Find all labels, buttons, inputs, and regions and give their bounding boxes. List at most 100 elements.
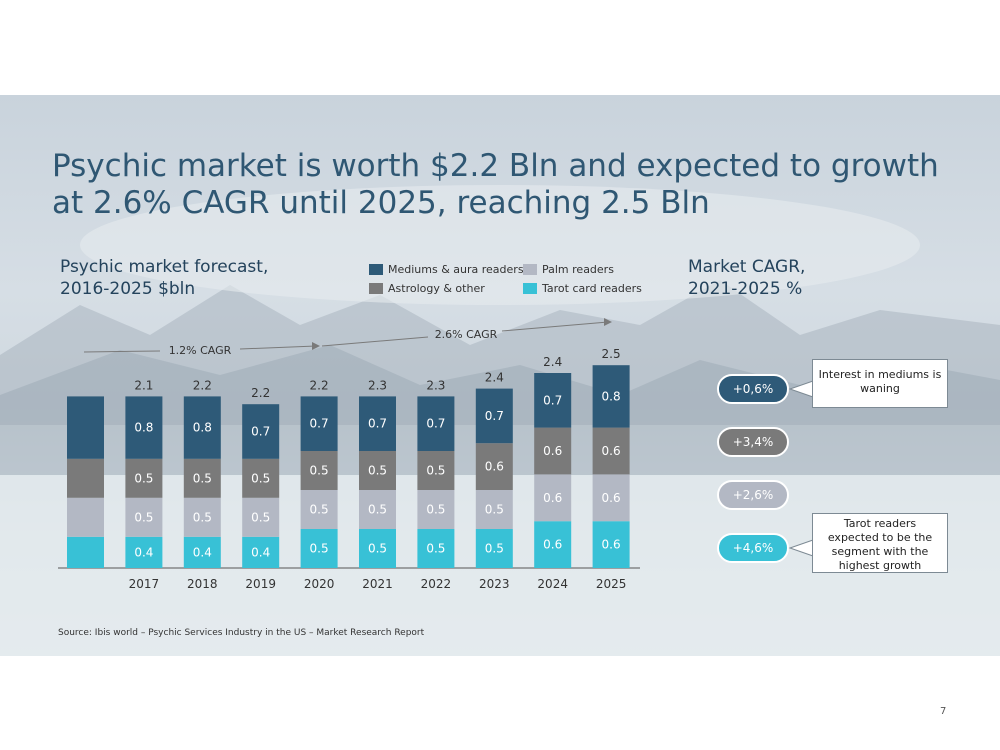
x-tick-label-2023: 2023 — [479, 577, 510, 591]
bar-segment-tarot-2021 — [359, 529, 396, 568]
legend-swatch-palm — [523, 264, 537, 275]
bar-segment-mediums-2019 — [242, 404, 280, 459]
data-label-mediums-2023: 0.7 — [485, 409, 504, 423]
data-label-astrology-2022: 0.5 — [426, 464, 445, 478]
bar-segment-mediums-2024 — [534, 373, 572, 428]
data-label-astrology-2024: 0.6 — [543, 444, 562, 458]
data-label-astrology-2019: 0.5 — [251, 471, 270, 485]
data-label-mediums-2021: 0.7 — [368, 417, 387, 431]
bar-segment-palm-first — [67, 497, 104, 537]
data-label-tarot-2025: 0.6 — [602, 538, 621, 552]
x-tick-label-2022: 2022 — [421, 577, 452, 591]
bar-segment-mediums-2025 — [592, 365, 630, 428]
total-label-2025: 2.5 — [602, 347, 621, 361]
data-label-mediums-2017: 0.8 — [134, 421, 153, 435]
bar-segment-mediums-2018 — [183, 396, 221, 459]
data-label-mediums-2020: 0.7 — [310, 417, 329, 431]
legend-item-palm: Palm readers — [523, 263, 614, 276]
bar-segment-astrology-2022 — [417, 451, 455, 490]
chart-subtitle-line1: Psychic market forecast, — [60, 257, 269, 277]
cagr-pill-mediums: +0,6% — [717, 374, 789, 404]
bar-segment-palm-2024 — [534, 474, 572, 522]
legend-item-astrology: Astrology & other — [369, 282, 485, 295]
cagr-arrow-2-label: 2.6% CAGR — [435, 328, 498, 341]
data-label-tarot-2021: 0.5 — [368, 542, 387, 556]
total-label-2019: 2.2 — [251, 386, 270, 400]
legend-swatch-tarot — [523, 283, 537, 294]
bar-segment-tarot-2024 — [534, 521, 572, 568]
cagr-pill-palm: +2,6% — [717, 480, 789, 510]
bar-segment-palm-2025 — [592, 474, 630, 522]
cagr-arrow-1-line-right — [239, 345, 317, 350]
data-label-tarot-2019: 0.4 — [251, 545, 270, 559]
data-label-tarot-2020: 0.5 — [310, 542, 329, 556]
total-label-2023: 2.4 — [485, 371, 504, 385]
data-label-mediums-2025: 0.8 — [602, 389, 621, 403]
bar-segment-astrology-first — [67, 458, 104, 498]
x-tick-label-2025: 2025 — [596, 577, 627, 591]
data-label-mediums-2022: 0.7 — [426, 417, 445, 431]
data-label-astrology-2020: 0.5 — [310, 464, 329, 478]
data-label-astrology-2023: 0.6 — [485, 460, 504, 474]
data-label-tarot-2024: 0.6 — [543, 538, 562, 552]
data-label-astrology-2021: 0.5 — [368, 464, 387, 478]
bar-segment-tarot-2020 — [300, 529, 338, 568]
bar-segment-mediums-first — [67, 396, 104, 459]
data-label-tarot-2017: 0.4 — [134, 545, 153, 559]
x-tick-label-2017: 2017 — [129, 577, 160, 591]
cagr-arrow-2: 2.6% CAGR — [321, 318, 612, 347]
chart-subtitle: Psychic market forecast, 2016-2025 $bln — [60, 256, 268, 300]
arrow-head-icon — [604, 318, 612, 326]
cagr-subtitle-line2: 2021-2025 % — [688, 279, 803, 299]
data-label-astrology-2017: 0.5 — [134, 471, 153, 485]
x-tick-label-2019: 2019 — [245, 577, 276, 591]
bar-segment-astrology-2020 — [300, 451, 338, 490]
bar-segment-tarot-2023 — [475, 529, 513, 568]
legend-item-tarot: Tarot card readers — [523, 282, 642, 295]
bar-segment-palm-2020 — [300, 490, 338, 529]
data-label-mediums-2024: 0.7 — [543, 393, 562, 407]
bar-segment-tarot-2019 — [242, 536, 280, 568]
cagr-subtitle-line1: Market CAGR, — [688, 257, 806, 277]
data-label-astrology-2018: 0.5 — [193, 471, 212, 485]
bar-segment-astrology-2017 — [125, 458, 163, 498]
bar-segment-mediums-2020 — [300, 396, 338, 451]
data-label-palm-2024: 0.6 — [543, 491, 562, 505]
data-label-astrology-2025: 0.6 — [602, 444, 621, 458]
bar-segment-tarot-2017 — [125, 536, 163, 568]
bar-segment-astrology-2024 — [534, 427, 572, 475]
bar-segment-palm-2018 — [183, 497, 221, 537]
legend-label-tarot: Tarot card readers — [542, 282, 642, 295]
cagr-arrow-2-line-left — [321, 336, 429, 347]
total-label-2020: 2.2 — [310, 378, 329, 392]
data-label-mediums-2019: 0.7 — [251, 425, 270, 439]
cagr-arrow-1: 1.2% CAGR — [83, 342, 320, 357]
data-label-palm-2021: 0.5 — [368, 503, 387, 517]
data-label-palm-2019: 0.5 — [251, 510, 270, 524]
data-label-mediums-2018: 0.8 — [193, 421, 212, 435]
cagr-arrow-1-line-left — [83, 350, 161, 353]
bar-segment-mediums-2017 — [125, 396, 163, 459]
bar-segment-palm-2022 — [417, 490, 455, 529]
cagr-subtitle: Market CAGR, 2021-2025 % — [688, 256, 805, 300]
cagr-pill-astrology: +3,4% — [717, 427, 789, 457]
bars-group: 0.4 0.5 0.5 0.8 2.1 2017 0.4 0.5 0.5 0.8 2.2 2018 0.… — [67, 347, 630, 591]
callout-mediums: Interest in mediums is waning — [812, 359, 948, 408]
page-number: 7 — [940, 706, 947, 717]
bar-segment-mediums-2022 — [417, 396, 455, 451]
data-label-palm-2022: 0.5 — [426, 503, 445, 517]
data-label-tarot-2023: 0.5 — [485, 542, 504, 556]
bar-segment-palm-2017 — [125, 497, 163, 537]
total-label-2021: 2.3 — [368, 378, 387, 392]
arrow-head-icon — [312, 342, 320, 350]
cagr-arrow-1-label: 1.2% CAGR — [169, 344, 232, 357]
bar-segment-astrology-2023 — [475, 443, 513, 490]
bar-segment-palm-2019 — [242, 497, 280, 537]
legend-label-mediums: Mediums & aura readers — [388, 263, 524, 276]
page-title: Psychic market is worth $2.2 Bln and exp… — [52, 148, 939, 221]
bar-segment-palm-2021 — [359, 490, 396, 529]
x-tick-label-2020: 2020 — [304, 577, 335, 591]
data-label-palm-2018: 0.5 — [193, 510, 212, 524]
bar-segment-mediums-2023 — [475, 388, 513, 444]
